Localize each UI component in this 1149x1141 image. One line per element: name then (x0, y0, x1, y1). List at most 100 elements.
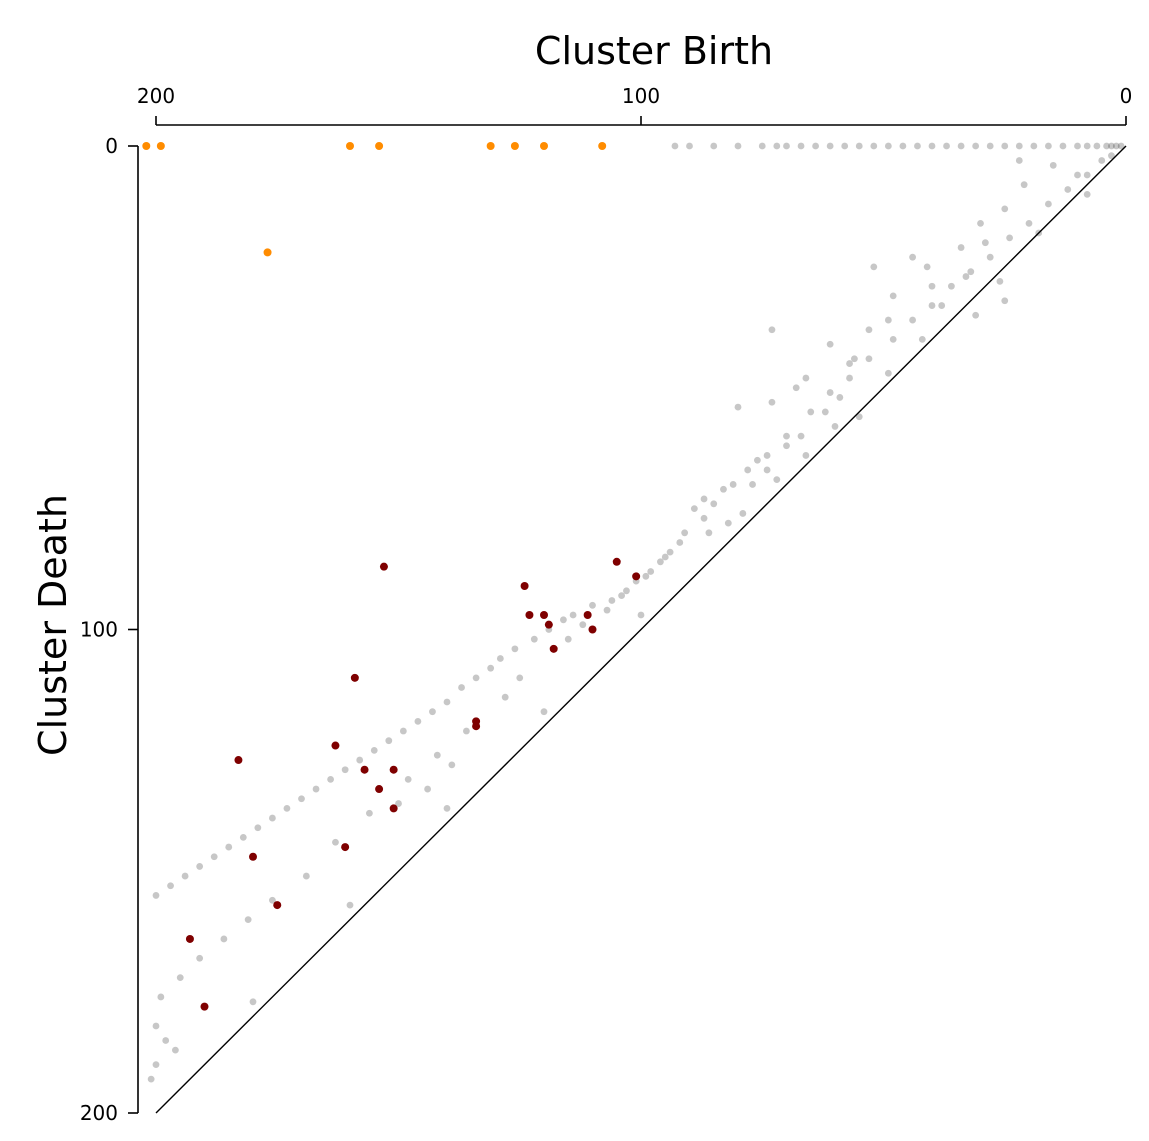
x-tick-label: 100 (622, 84, 660, 108)
noise-point (385, 737, 393, 745)
noise-point (826, 340, 834, 348)
noise-point (909, 316, 916, 324)
significant-point (273, 901, 282, 910)
noise-point (220, 935, 228, 943)
noise-point (254, 824, 262, 832)
noise-point (846, 374, 853, 382)
noise-point (1015, 142, 1023, 150)
significant-point (350, 673, 359, 682)
significant-point (549, 644, 558, 653)
noise-point (637, 611, 645, 619)
noise-points (147, 142, 1125, 1083)
noise-point (826, 389, 834, 396)
noise-point (967, 268, 975, 276)
significant-point (341, 843, 350, 852)
noise-point (831, 423, 839, 430)
noise-point (152, 1061, 160, 1069)
noise-point (773, 142, 781, 150)
noise-point (962, 273, 970, 280)
y-tick-label: 200 (80, 1101, 118, 1125)
noise-point (666, 548, 674, 556)
significant-point (375, 785, 384, 794)
noise-point (700, 514, 708, 522)
noise-point (657, 558, 664, 566)
noise-point (269, 814, 276, 822)
noise-point (176, 974, 184, 982)
noise-point (1045, 200, 1052, 208)
y-axis: 0 100 200 (80, 134, 139, 1125)
noise-point (899, 142, 907, 150)
noise-point (802, 452, 810, 459)
infinite-point (156, 142, 165, 150)
noise-point (865, 326, 873, 334)
noise-point (797, 142, 805, 150)
noise-point (749, 481, 756, 488)
noise-point (399, 727, 407, 735)
noise-point (564, 635, 572, 643)
noise-point (870, 263, 878, 271)
significant-point (360, 765, 369, 774)
noise-point (579, 621, 587, 629)
noise-point (1064, 186, 1072, 193)
noise-point (370, 746, 378, 754)
x-tick-label: 200 (137, 84, 175, 108)
noise-point (763, 452, 771, 459)
noise-point (1045, 142, 1052, 150)
noise-point (744, 466, 752, 474)
noise-point (884, 369, 892, 377)
noise-point (812, 142, 819, 150)
noise-point (884, 316, 892, 324)
noise-point (239, 834, 247, 841)
noise-point (826, 142, 834, 150)
infinite-point (598, 142, 607, 150)
noise-point (996, 277, 1004, 285)
noise-point (395, 800, 402, 807)
noise-point (269, 896, 276, 904)
noise-point (783, 442, 790, 450)
noise-point (768, 398, 776, 406)
noise-point (1108, 152, 1115, 160)
noise-point (458, 684, 465, 691)
noise-point (846, 360, 853, 367)
noise-point (957, 142, 965, 150)
infinite-point (510, 142, 519, 150)
noise-point (298, 795, 305, 803)
noise-point (225, 843, 233, 851)
significant-point (588, 625, 597, 634)
noise-point (986, 142, 994, 150)
noise-point (332, 838, 339, 846)
noise-point (1093, 142, 1101, 150)
noise-point (758, 142, 766, 150)
noise-point (977, 219, 984, 227)
noise-point (356, 756, 364, 764)
noise-point (1015, 157, 1023, 164)
noise-point (705, 529, 713, 537)
noise-point (283, 804, 291, 812)
significant-point (389, 804, 398, 813)
noise-point (501, 693, 509, 701)
infinite-point (142, 142, 151, 150)
noise-point (181, 872, 189, 880)
noise-point (366, 809, 373, 817)
noise-point (686, 142, 693, 150)
noise-point (928, 302, 936, 309)
noise-point (928, 142, 936, 150)
noise-point (914, 142, 921, 150)
noise-point (623, 587, 630, 595)
significant-point (612, 557, 621, 566)
noise-point (1083, 171, 1091, 179)
noise-point (210, 853, 218, 861)
noise-point (972, 311, 980, 319)
y-axis-title: Cluster Death (31, 494, 75, 756)
noise-point (700, 495, 708, 503)
noise-point (720, 485, 727, 493)
significant-point (544, 620, 553, 629)
noise-point (807, 408, 815, 416)
noise-point (603, 606, 611, 614)
noise-point (797, 432, 805, 440)
noise-point (773, 476, 781, 484)
x-axis: 200 100 0 (137, 84, 1132, 126)
noise-point (327, 775, 334, 783)
noise-point (1059, 142, 1067, 150)
significant-point (185, 934, 194, 943)
